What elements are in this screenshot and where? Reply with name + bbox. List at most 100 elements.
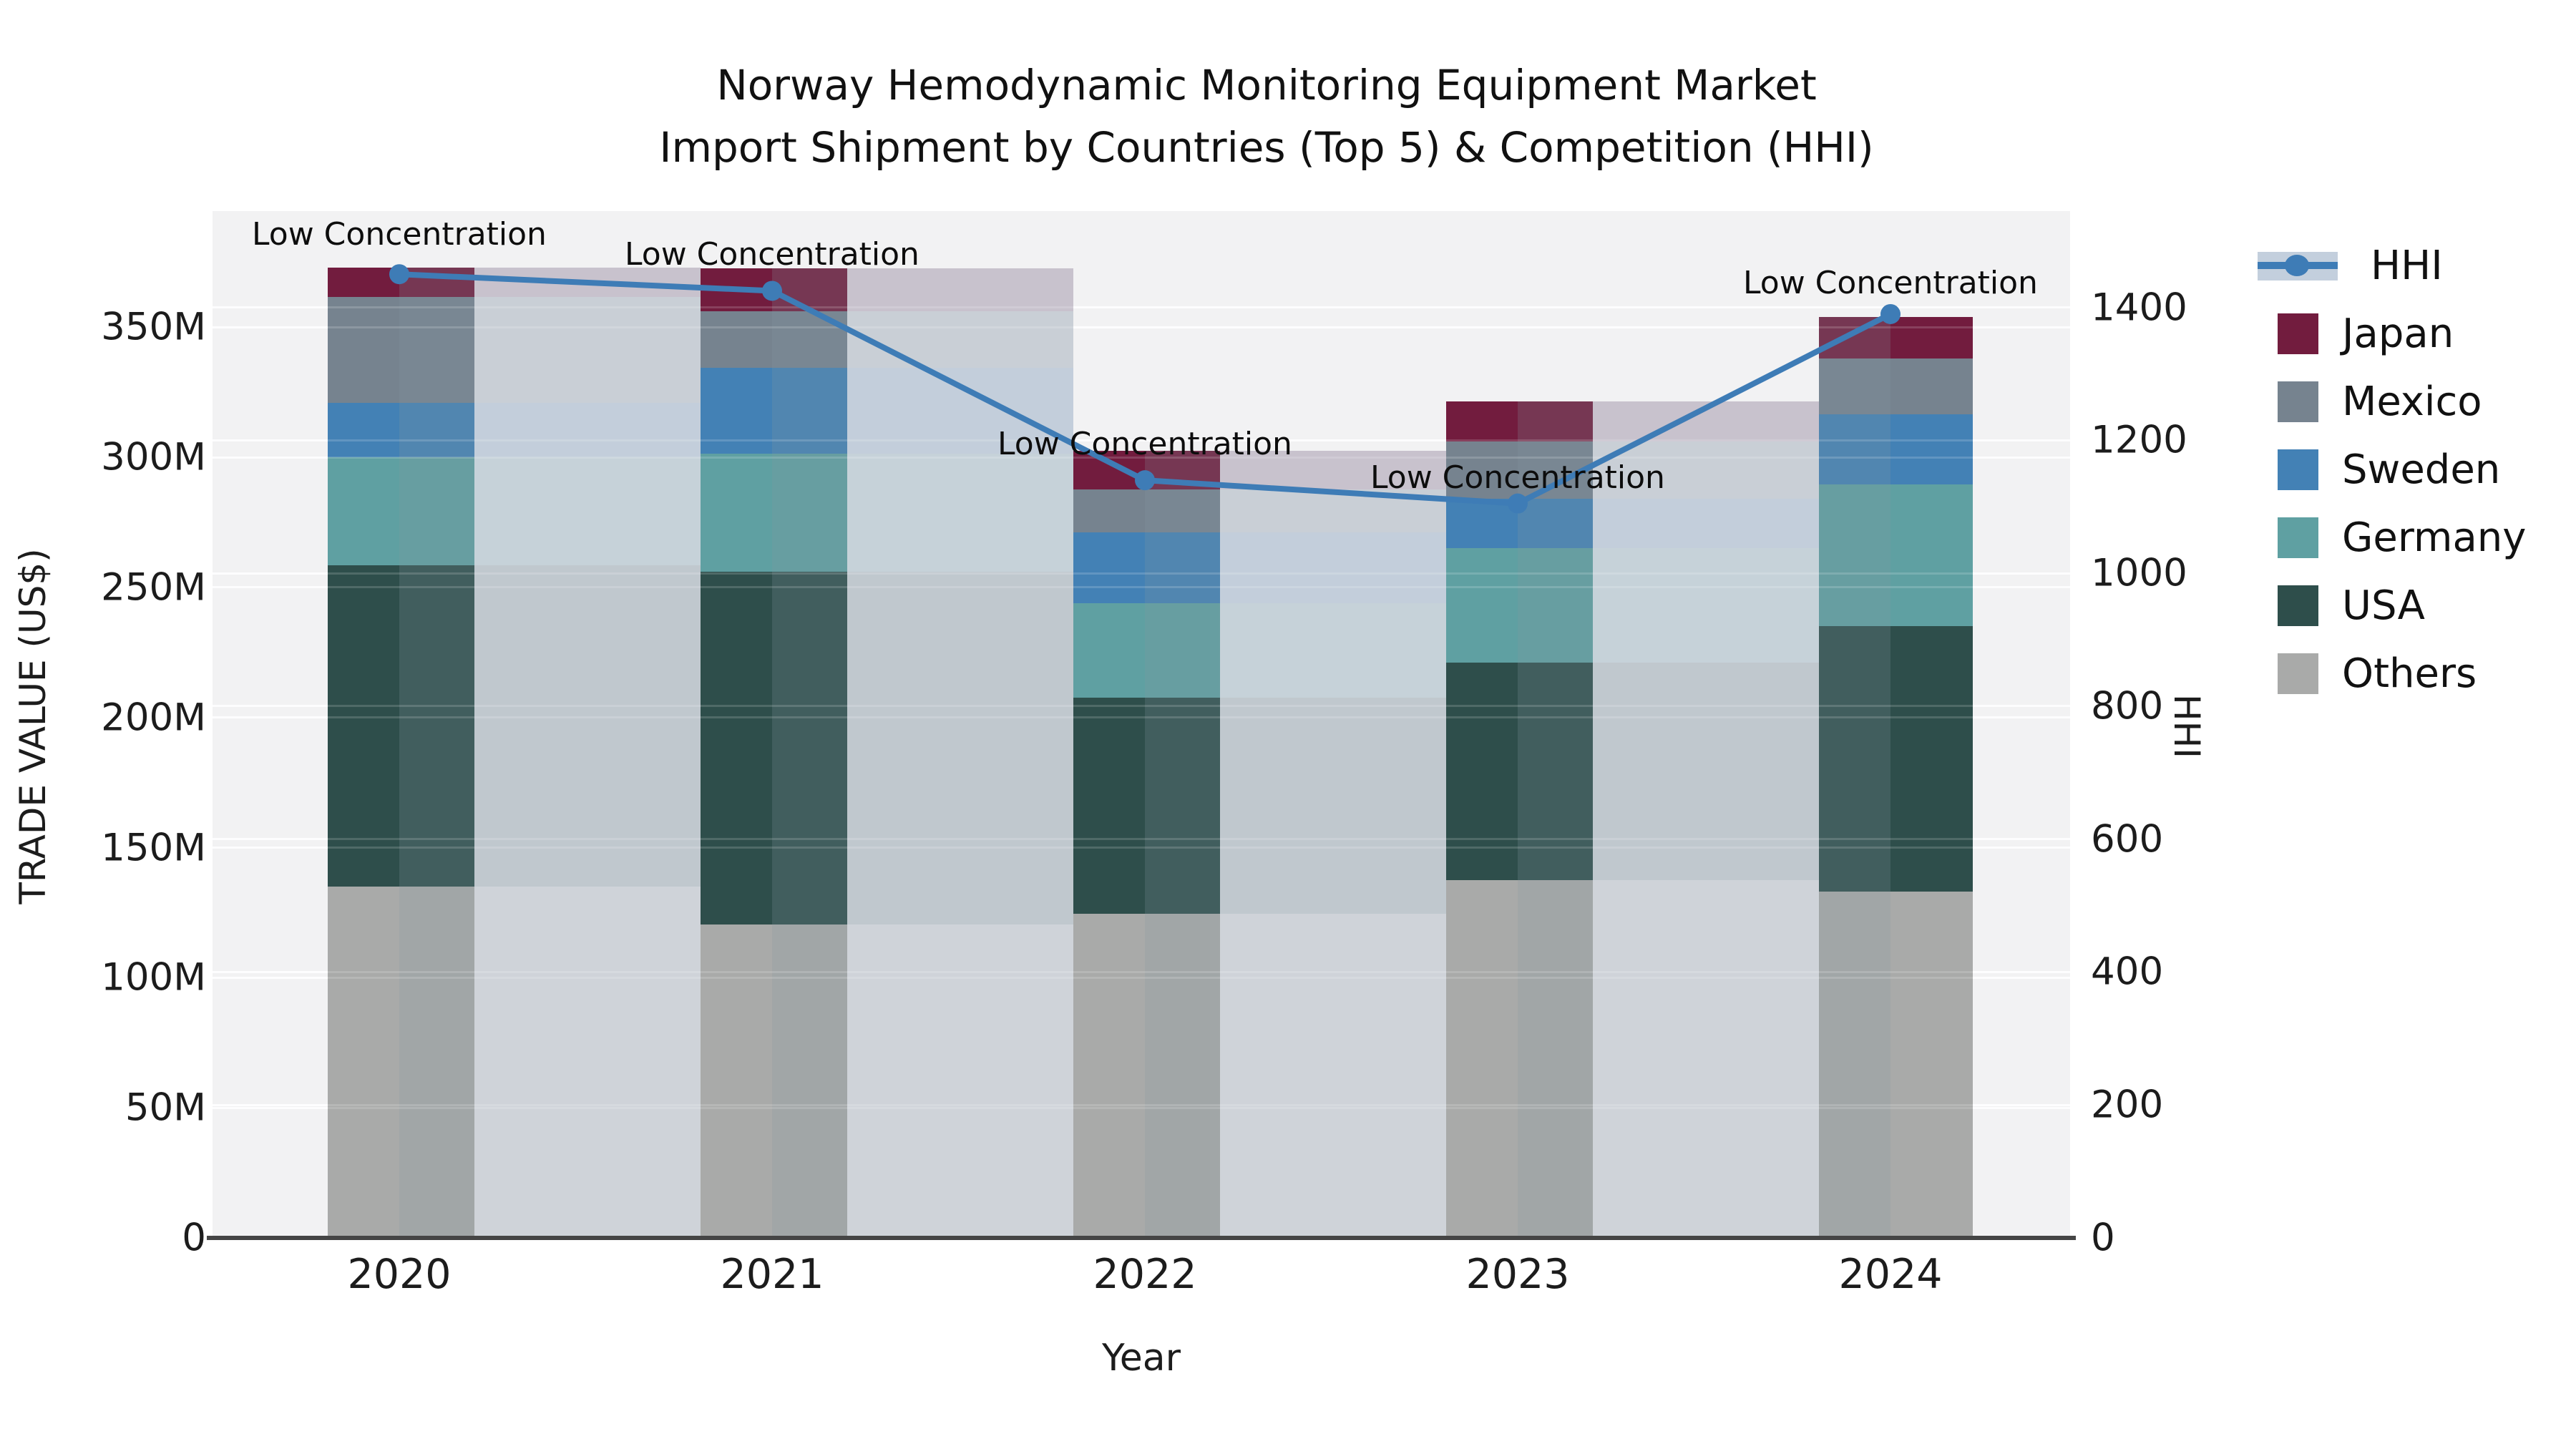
annotation-2022: Low Concentration	[997, 426, 1292, 462]
bar-segment-germany-2024[interactable]	[1890, 484, 1973, 627]
bar-segment-others-2022[interactable]	[1145, 914, 1220, 1238]
bar-segment-japan-2023[interactable]	[1446, 401, 1518, 442]
bar-segment-sweden-2022[interactable]	[1145, 532, 1220, 603]
legend-item-japan[interactable]: Japan	[2278, 311, 2454, 357]
legend-item-usa[interactable]: USA	[2278, 582, 2425, 629]
bar-segment-usa-2021[interactable]	[772, 572, 847, 924]
bar-segment-mexico-2021[interactable]	[772, 311, 847, 368]
y-tick-label-100M: 100M	[101, 955, 206, 1000]
annotation-2020: Low Concentration	[252, 216, 547, 253]
bar-segment-usa-2020[interactable]	[399, 565, 474, 887]
bar-segment-japan-2023[interactable]	[1518, 401, 1593, 442]
bar-segment-usa-2024[interactable]	[1819, 626, 1890, 892]
bar-segment-germany-2021[interactable]	[701, 453, 772, 572]
x-axis-line	[207, 1236, 2076, 1240]
gridline-overlay	[213, 1103, 2070, 1106]
bar-segment-usa-2021[interactable]	[701, 572, 772, 924]
legend-item-germany[interactable]: Germany	[2278, 514, 2526, 561]
bar-segment-mexico-2021[interactable]	[847, 311, 1073, 368]
bar-segment-germany-2020[interactable]	[474, 457, 701, 565]
bar-segment-usa-2022[interactable]	[1145, 698, 1220, 914]
y2-tick-label-0: 0	[2091, 1216, 2115, 1260]
bar-segment-germany-2023[interactable]	[1593, 548, 1819, 663]
y2-tick-label-1000: 1000	[2091, 551, 2187, 595]
bar-segment-sweden-2020[interactable]	[328, 402, 399, 457]
bar-segment-usa-2022[interactable]	[1220, 698, 1446, 914]
legend-item-sweden[interactable]: Sweden	[2278, 447, 2500, 493]
bar-segment-usa-2023[interactable]	[1593, 663, 1819, 880]
bar-segment-japan-2024[interactable]	[1890, 316, 1973, 358]
bar-segment-mexico-2022[interactable]	[1073, 489, 1145, 533]
legend-item-hhi[interactable]: HHI	[2258, 243, 2443, 289]
bar-segment-mexico-2024[interactable]	[1890, 358, 1973, 414]
y2-tick-label-400: 400	[2091, 950, 2164, 994]
legend-item-others[interactable]: Others	[2278, 650, 2477, 697]
bar-segment-germany-2022[interactable]	[1220, 602, 1446, 698]
gridline-overlay	[213, 970, 2070, 973]
bar-segment-germany-2022[interactable]	[1145, 602, 1220, 698]
bar-segment-mexico-2020[interactable]	[474, 297, 701, 403]
bar-segment-usa-2022[interactable]	[1073, 698, 1145, 914]
bar-segment-usa-2020[interactable]	[328, 565, 399, 887]
bar-segment-sweden-2020[interactable]	[399, 402, 474, 457]
bar-segment-others-2022[interactable]	[1220, 914, 1446, 1238]
bar-segment-others-2021[interactable]	[701, 924, 772, 1238]
bar-segment-mexico-2022[interactable]	[1220, 489, 1446, 533]
bar-segment-others-2022[interactable]	[1073, 914, 1145, 1238]
bar-segment-germany-2020[interactable]	[328, 457, 399, 565]
bar-segment-others-2020[interactable]	[328, 887, 399, 1238]
bar-segment-others-2020[interactable]	[399, 887, 474, 1238]
bar-segment-usa-2024[interactable]	[1890, 626, 1973, 892]
bar-segment-usa-2023[interactable]	[1446, 663, 1518, 880]
bar-segment-germany-2021[interactable]	[847, 453, 1073, 572]
bar-segment-germany-2023[interactable]	[1518, 548, 1593, 663]
y2-tick-label-1200: 1200	[2091, 418, 2187, 462]
legend-swatch-germany	[2278, 517, 2318, 558]
bar-segment-usa-2023[interactable]	[1518, 663, 1593, 880]
bar-segment-germany-2023[interactable]	[1446, 548, 1518, 663]
bar-segment-sweden-2023[interactable]	[1446, 499, 1518, 549]
bar-segment-japan-2021[interactable]	[701, 268, 772, 312]
bar-segment-sweden-2020[interactable]	[474, 402, 701, 457]
bar-segment-others-2023[interactable]	[1518, 879, 1593, 1238]
bar-segment-others-2024[interactable]	[1890, 892, 1973, 1238]
bar-segment-sweden-2023[interactable]	[1518, 499, 1593, 549]
bar-segment-mexico-2020[interactable]	[328, 297, 399, 403]
bar-segment-usa-2021[interactable]	[847, 572, 1073, 924]
bar-segment-japan-2020[interactable]	[399, 267, 474, 298]
bar-segment-sweden-2024[interactable]	[1890, 414, 1973, 485]
bar-segment-germany-2024[interactable]	[1819, 484, 1890, 627]
bar-segment-mexico-2024[interactable]	[1819, 358, 1890, 414]
bar-segment-sweden-2022[interactable]	[1220, 532, 1446, 603]
bar-segment-sweden-2023[interactable]	[1593, 499, 1819, 549]
bar-segment-germany-2020[interactable]	[399, 457, 474, 565]
bar-segment-usa-2020[interactable]	[474, 565, 701, 887]
bar-segment-others-2021[interactable]	[772, 924, 847, 1238]
bar-segment-sweden-2022[interactable]	[1073, 532, 1145, 603]
bar-segment-mexico-2020[interactable]	[399, 297, 474, 403]
bar-segment-others-2020[interactable]	[474, 887, 701, 1238]
legend-swatch-japan	[2278, 313, 2318, 354]
y-tick-label-350M: 350M	[101, 305, 206, 349]
legend-label-sweden: Sweden	[2342, 447, 2501, 493]
bar-segment-japan-2024[interactable]	[1819, 316, 1890, 358]
bar-segment-others-2023[interactable]	[1593, 879, 1819, 1238]
bar-segment-japan-2020[interactable]	[328, 267, 399, 298]
bar-segment-others-2024[interactable]	[1819, 892, 1890, 1238]
bar-segment-mexico-2021[interactable]	[701, 311, 772, 368]
bar-segment-germany-2022[interactable]	[1073, 602, 1145, 698]
bar-segment-others-2021[interactable]	[847, 924, 1073, 1238]
y2-tick-label-800: 800	[2091, 684, 2164, 728]
bar-segment-germany-2021[interactable]	[772, 453, 847, 572]
bar-segment-sweden-2024[interactable]	[1819, 414, 1890, 485]
bar-segment-mexico-2022[interactable]	[1145, 489, 1220, 533]
legend-swatch-sweden	[2278, 449, 2318, 490]
bar-segment-japan-2023[interactable]	[1593, 401, 1819, 442]
bar-segment-others-2023[interactable]	[1446, 879, 1518, 1238]
legend-swatch-others	[2278, 653, 2318, 694]
gridline-overlay	[213, 1106, 2070, 1109]
bar-segment-japan-2021[interactable]	[772, 268, 847, 312]
bar-segment-japan-2021[interactable]	[847, 268, 1073, 312]
gridline-overlay	[213, 572, 2070, 575]
legend-item-mexico[interactable]: Mexico	[2278, 379, 2482, 425]
